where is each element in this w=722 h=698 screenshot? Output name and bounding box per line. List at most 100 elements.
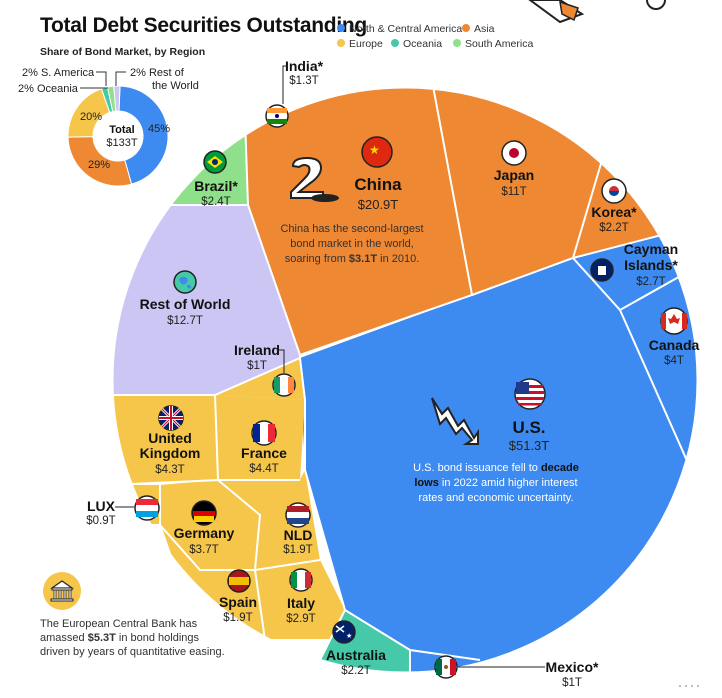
label-germany-value: $3.7T	[189, 544, 218, 556]
spain-flag-icon	[227, 569, 251, 593]
us-note: U.S. bond issuance fell to decade lows i…	[413, 462, 579, 504]
chart-title: Total Debt Securities Outstanding	[40, 14, 367, 37]
canada-flag-icon	[660, 307, 688, 335]
label-mexico-value: $1T	[562, 677, 582, 689]
rank-2-icon	[290, 156, 339, 202]
decorative-illustration-icon	[528, 0, 666, 24]
globe-icon	[173, 270, 197, 294]
label-nld-name: NLD	[284, 527, 313, 543]
svg-text:soaring from $3.1T in 2010.: soaring from $3.1T in 2010.	[285, 253, 420, 265]
brazil-flag-icon	[203, 150, 227, 174]
cell-germany	[160, 480, 260, 570]
leader-ireland	[278, 349, 285, 373]
label-ireland-value: $1T	[247, 360, 267, 372]
cell-italy	[255, 560, 345, 640]
svg-text:★: ★	[369, 143, 380, 157]
flags: ★	[134, 104, 688, 679]
label-italy-name: Italy	[287, 595, 315, 611]
legend-swatch-asia	[462, 24, 470, 32]
label-row-name: Rest of World	[140, 296, 231, 312]
label-brazil-value: $2.4T	[201, 196, 230, 208]
label-india-name: India*	[285, 58, 324, 74]
france-flag-icon	[251, 420, 277, 446]
donut-label-s-america: 2% S. America	[22, 67, 95, 79]
label-cayman-name-2: Islands*	[624, 257, 678, 273]
label-us-name: U.S.	[512, 418, 545, 437]
label-canada-name: Canada	[649, 337, 700, 353]
cell-labels: U.S. $51.3T China $20.9T Japan $11T Kore…	[86, 58, 699, 689]
label-cayman-value: $2.7T	[636, 276, 665, 288]
cell-rest-of-world	[113, 205, 305, 395]
legend-label-north-central-america: North & Central America	[349, 23, 462, 35]
legend-label-oceania: Oceania	[403, 38, 442, 50]
donut-label-45: 45%	[148, 123, 170, 135]
cayman-flag-icon	[590, 258, 614, 282]
label-france-name: France	[241, 445, 287, 461]
label-france-value: $4.4T	[249, 463, 278, 475]
svg-text:driven by years of quantitativ: driven by years of quantitative easing.	[40, 646, 225, 658]
label-india-value: $1.3T	[289, 75, 318, 87]
label-uk-value: $4.3T	[155, 464, 184, 476]
leader-india	[282, 65, 288, 104]
donut-center-label: Total	[109, 124, 134, 136]
label-korea-value: $2.2T	[599, 222, 628, 234]
ecb-note: The European Central Bank has amassed $5…	[40, 572, 225, 658]
voronoi-outline	[112, 87, 698, 673]
australia-flag-icon: ★	[332, 620, 356, 644]
label-japan-name: Japan	[494, 167, 534, 183]
nld-flag-icon	[285, 502, 311, 528]
progress-dots	[679, 685, 699, 687]
donut-leader-s-america	[96, 71, 107, 86]
legend: North & Central America Asia Europe Ocea…	[337, 23, 533, 50]
lux-flag-icon	[134, 495, 160, 521]
label-lux-value: $0.9T	[86, 515, 115, 527]
legend-swatch-north-central-america	[337, 24, 345, 32]
label-germany-name: Germany	[174, 525, 235, 541]
ireland-flag-icon	[272, 373, 296, 397]
label-cayman-name-1: Cayman	[624, 241, 678, 257]
label-korea-name: Korea*	[591, 204, 637, 220]
voronoi-chart	[113, 88, 697, 672]
label-uk-name-1: United	[148, 430, 192, 446]
donut-center-value: $133T	[106, 137, 137, 149]
label-italy-value: $2.9T	[286, 613, 315, 625]
svg-text:The European Central Bank has: The European Central Bank has	[40, 618, 198, 630]
svg-text:bond market in the world,: bond market in the world,	[290, 238, 414, 250]
donut-label-rest-1: 2% Rest of	[130, 67, 185, 79]
donut-label-20: 20%	[80, 111, 102, 123]
svg-text:amassed $5.3T in bond holdings: amassed $5.3T in bond holdings	[40, 632, 200, 644]
declining-trend-icon	[431, 397, 479, 445]
legend-swatch-oceania	[391, 39, 399, 47]
label-spain-value: $1.9T	[223, 612, 252, 624]
label-australia-value: $2.2T	[341, 665, 370, 677]
svg-text:China has the second-largest: China has the second-largest	[280, 223, 423, 235]
label-lux-name: LUX	[87, 498, 116, 514]
donut-label-29: 29%	[88, 159, 110, 171]
germany-flag-icon	[191, 500, 217, 526]
donut-leader-rest	[115, 71, 126, 86]
label-ireland-name: Ireland	[234, 342, 280, 358]
donut-subtitle: Share of Bond Market, by Region	[40, 46, 205, 58]
label-uk-name-2: Kingdom	[140, 445, 201, 461]
donut-label-rest-2: the World	[152, 80, 199, 92]
svg-text:rates and economic uncertainty: rates and economic uncertainty.	[418, 492, 573, 504]
legend-swatch-europe	[337, 39, 345, 47]
label-row-value: $12.7T	[167, 315, 203, 327]
china-note: China has the second-largest bond market…	[280, 223, 423, 265]
label-australia-name: Australia	[326, 647, 386, 663]
svg-text:lows in 2022 amid higher inter: lows in 2022 amid higher interest	[414, 477, 577, 489]
italy-flag-icon	[289, 568, 313, 592]
mexico-flag-icon	[434, 655, 458, 679]
donut-label-oceania: 2% Oceania	[18, 83, 79, 95]
cell-china	[245, 88, 472, 355]
legend-label-europe: Europe	[349, 38, 383, 50]
legend-label-south-america: South America	[465, 38, 533, 50]
cell-uk	[113, 395, 218, 485]
korea-flag-icon	[601, 178, 627, 204]
legend-label-asia: Asia	[474, 23, 495, 35]
cell-australia	[300, 610, 410, 672]
label-japan-value: $11T	[501, 186, 526, 198]
cell-spain	[160, 525, 265, 640]
india-flag-icon	[265, 104, 289, 128]
